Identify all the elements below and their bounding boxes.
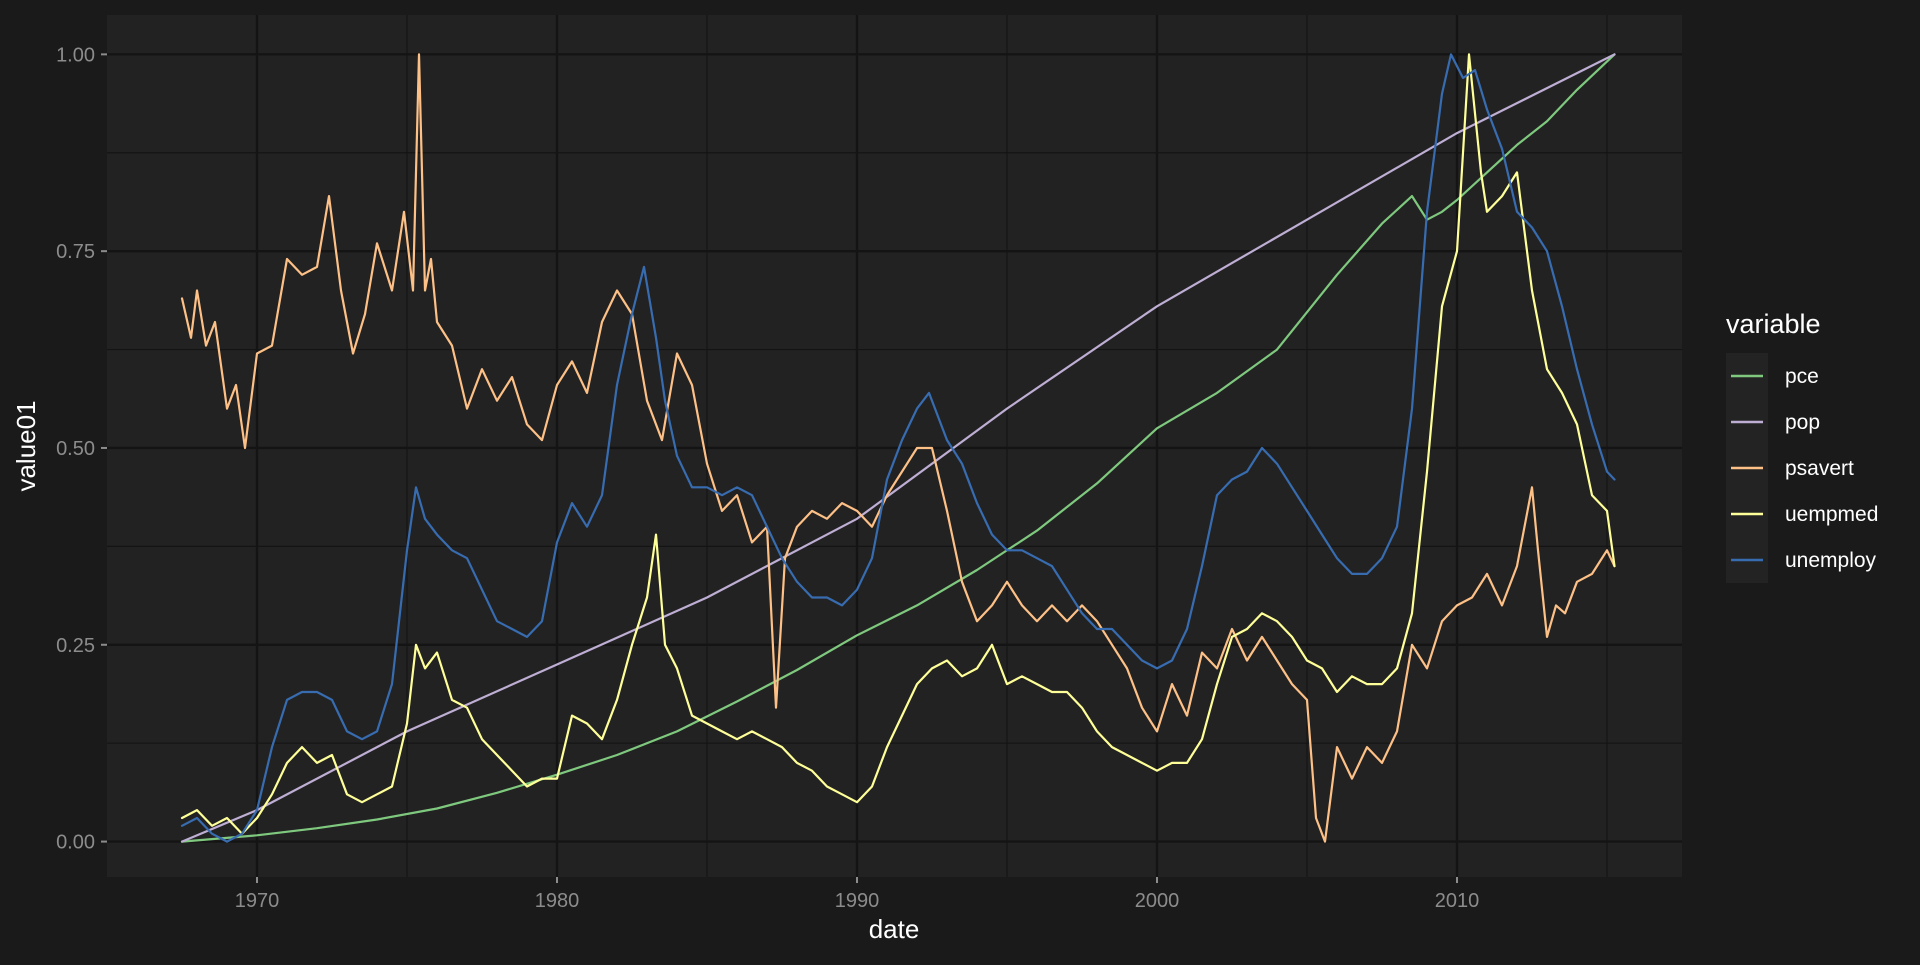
y-tick-label: 1.00: [56, 44, 95, 66]
axes: 0.00 0.25 0.50 0.75 1.00 1970 1980 1990 2000 2010: [56, 44, 1479, 912]
legend-label-uempmed: uempmed: [1785, 503, 1878, 526]
legend-label-unemploy: unemploy: [1785, 549, 1877, 572]
x-tick-label: 1970: [235, 890, 280, 912]
y-tick-label: 0.50: [56, 438, 95, 460]
grid-lines: [107, 15, 1682, 877]
series-line-pce: [180, 53, 1616, 843]
x-tick-label: 1980: [535, 890, 580, 912]
series-line-unemploy: [180, 53, 1616, 843]
y-axis-title: value01: [11, 400, 41, 491]
y-tick-label: 0.00: [56, 832, 95, 854]
series-lines: [180, 53, 1616, 843]
x-tick-label: 2010: [1435, 890, 1480, 912]
legend-label-pce: pce: [1785, 365, 1819, 388]
legend: variable pce pop psavert uempmed unemploy: [1726, 309, 1878, 583]
series-line-psavert: [180, 53, 1616, 843]
series-line-uempmed: [180, 53, 1616, 835]
x-axis-title: date: [869, 914, 920, 944]
legend-title: variable: [1726, 309, 1821, 339]
x-tick-label: 2000: [1135, 890, 1180, 912]
legend-label-pop: pop: [1785, 411, 1820, 434]
series-line-pop: [180, 53, 1616, 843]
legend-label-psavert: psavert: [1785, 457, 1854, 480]
y-tick-label: 0.75: [56, 241, 95, 263]
plot-panel: [107, 15, 1682, 877]
legend-items: pce pop psavert uempmed unemploy: [1726, 353, 1878, 583]
x-tick-label: 1990: [835, 890, 880, 912]
y-tick-label: 0.25: [56, 635, 95, 657]
